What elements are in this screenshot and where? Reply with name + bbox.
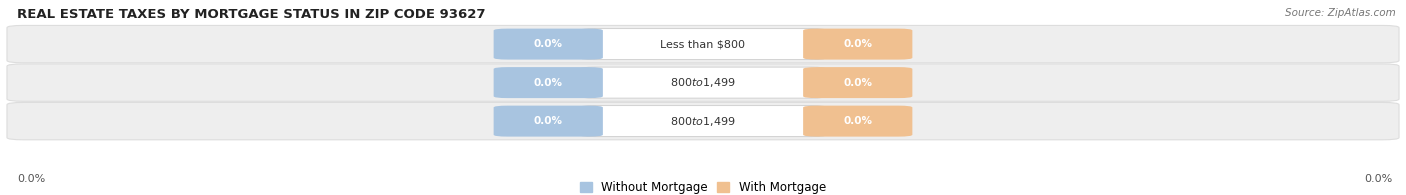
Text: 0.0%: 0.0% — [1364, 174, 1392, 184]
FancyBboxPatch shape — [581, 67, 825, 98]
FancyBboxPatch shape — [494, 106, 603, 137]
FancyBboxPatch shape — [581, 106, 825, 137]
Text: 0.0%: 0.0% — [534, 78, 562, 88]
FancyBboxPatch shape — [803, 106, 912, 137]
Text: $800 to $1,499: $800 to $1,499 — [671, 76, 735, 89]
Text: 0.0%: 0.0% — [17, 174, 45, 184]
Text: 0.0%: 0.0% — [844, 116, 872, 126]
Legend: Without Mortgage, With Mortgage: Without Mortgage, With Mortgage — [581, 181, 825, 194]
FancyBboxPatch shape — [494, 29, 603, 60]
FancyBboxPatch shape — [494, 67, 603, 98]
Text: 0.0%: 0.0% — [844, 39, 872, 49]
Text: 0.0%: 0.0% — [534, 39, 562, 49]
Text: Source: ZipAtlas.com: Source: ZipAtlas.com — [1285, 8, 1396, 18]
FancyBboxPatch shape — [7, 102, 1399, 140]
FancyBboxPatch shape — [7, 64, 1399, 101]
FancyBboxPatch shape — [581, 29, 825, 60]
FancyBboxPatch shape — [803, 29, 912, 60]
Text: REAL ESTATE TAXES BY MORTGAGE STATUS IN ZIP CODE 93627: REAL ESTATE TAXES BY MORTGAGE STATUS IN … — [17, 8, 485, 21]
Text: 0.0%: 0.0% — [844, 78, 872, 88]
Text: 0.0%: 0.0% — [534, 116, 562, 126]
FancyBboxPatch shape — [7, 25, 1399, 63]
FancyBboxPatch shape — [803, 67, 912, 98]
Text: $800 to $1,499: $800 to $1,499 — [671, 115, 735, 128]
Text: Less than $800: Less than $800 — [661, 39, 745, 49]
